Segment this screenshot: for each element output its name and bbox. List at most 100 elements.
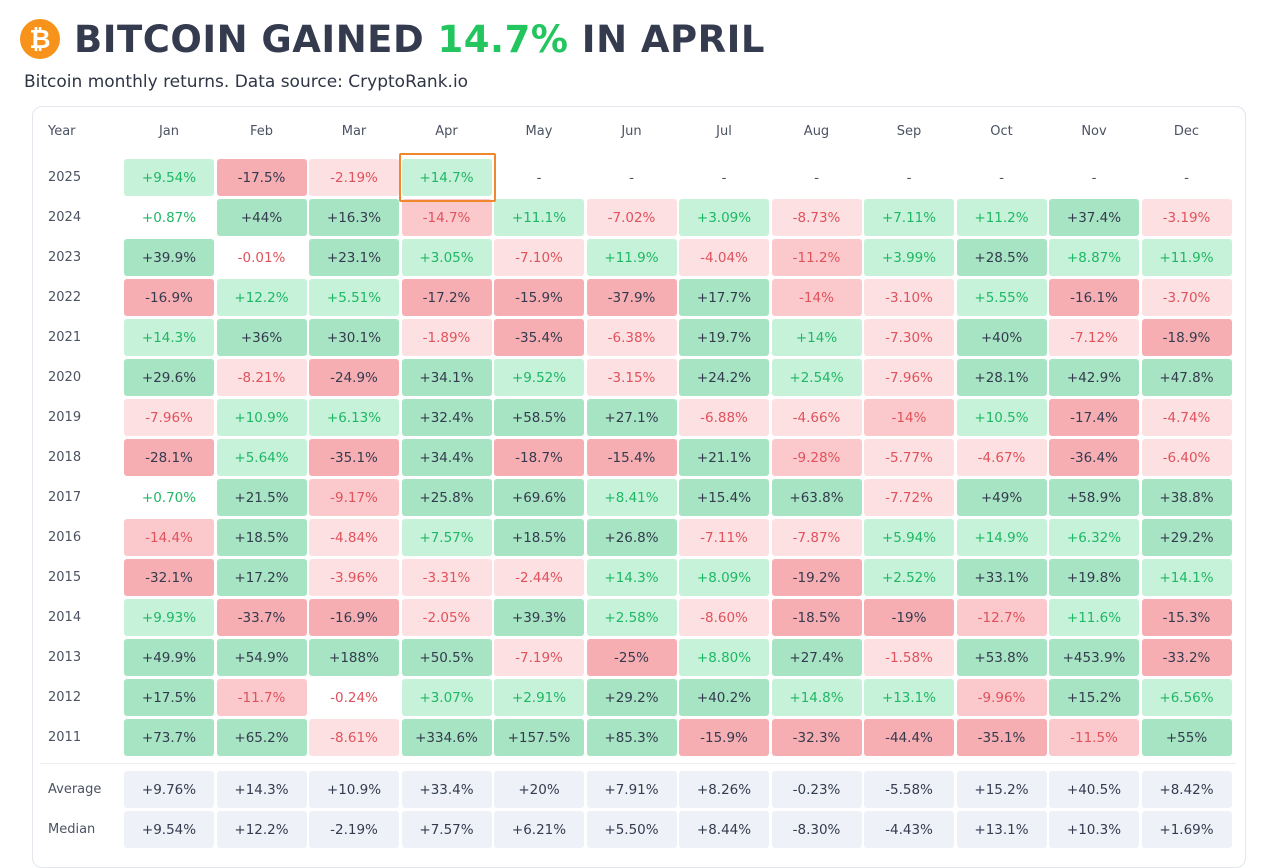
- year-label-2023: 2023: [48, 250, 82, 265]
- return-cell: +15.2%: [1049, 679, 1139, 716]
- return-cell: -: [629, 169, 634, 186]
- return-cell: +0.87%: [141, 209, 197, 226]
- return-cell: -14%: [771, 279, 862, 316]
- return-cell: -7.87%: [771, 519, 862, 556]
- return-cell: +14.3%: [586, 559, 677, 596]
- year-column-header: Year: [48, 124, 76, 139]
- year-label-2015: 2015: [48, 570, 82, 585]
- return-cell: -6.88%: [679, 399, 769, 436]
- return-cell: +39.3%: [494, 599, 584, 636]
- return-cell: +29.2%: [1141, 519, 1232, 556]
- return-cell: -25%: [586, 639, 677, 676]
- month-header-jul: Jul: [716, 124, 732, 139]
- title-after: IN APRIL: [568, 17, 766, 61]
- year-label-2021: 2021: [48, 330, 82, 345]
- return-cell: +27.1%: [586, 399, 677, 436]
- return-cell: -8.60%: [679, 599, 769, 636]
- return-cell: +34.1%: [401, 359, 492, 396]
- summary-cell: +33.4%: [401, 771, 492, 808]
- return-cell: -9.96%: [956, 679, 1047, 716]
- return-cell: -: [536, 169, 542, 186]
- return-cell: -33.7%: [216, 599, 307, 636]
- return-cell: -0.24%: [330, 689, 378, 706]
- return-cell: -4.04%: [679, 239, 769, 276]
- return-cell: -4.67%: [956, 439, 1047, 476]
- return-cell: -8.21%: [216, 359, 307, 396]
- return-cell: +7.11%: [864, 199, 954, 236]
- return-cell: -16.1%: [1049, 279, 1139, 316]
- return-cell: +30.1%: [309, 319, 399, 356]
- year-label-2017: 2017: [48, 490, 82, 505]
- return-cell: -44.4%: [864, 719, 954, 756]
- return-cell: -: [906, 169, 912, 186]
- return-cell: -4.74%: [1141, 399, 1232, 436]
- return-cell: +32.4%: [401, 399, 492, 436]
- return-cell: -2.19%: [309, 159, 399, 196]
- summary-cell: -5.58%: [864, 771, 954, 808]
- summary-cell: +7.91%: [586, 771, 677, 808]
- return-cell: +17.5%: [124, 679, 214, 716]
- return-cell: -6.40%: [1141, 439, 1232, 476]
- return-cell: -8.73%: [771, 199, 862, 236]
- return-cell: +29.2%: [586, 679, 677, 716]
- return-cell: +453.9%: [1049, 639, 1139, 676]
- return-cell: +53.8%: [956, 639, 1047, 676]
- year-label-2013: 2013: [48, 650, 82, 665]
- month-header-mar: Mar: [341, 124, 367, 139]
- return-cell: -11.5%: [1049, 719, 1139, 756]
- summary-cell: +14.3%: [216, 771, 307, 808]
- return-cell: +11.9%: [586, 239, 677, 276]
- return-cell: +5.64%: [216, 439, 307, 476]
- return-cell: +47.8%: [1141, 359, 1232, 396]
- summary-divider: [40, 763, 1236, 764]
- return-cell: +188%: [309, 639, 399, 676]
- return-cell: -3.19%: [1141, 199, 1232, 236]
- summary-cell: +12.2%: [216, 811, 307, 848]
- summary-cell: +9.54%: [124, 811, 214, 848]
- return-cell: -7.19%: [494, 639, 584, 676]
- return-cell: -7.10%: [494, 239, 584, 276]
- return-cell: +3.09%: [679, 199, 769, 236]
- summary-cell: +40.5%: [1049, 771, 1139, 808]
- return-cell: +17.2%: [216, 559, 307, 596]
- year-label-2018: 2018: [48, 450, 82, 465]
- return-cell: -16.9%: [124, 279, 214, 316]
- return-cell: +17.7%: [679, 279, 769, 316]
- return-cell: -18.7%: [494, 439, 584, 476]
- return-cell: +2.58%: [586, 599, 677, 636]
- return-cell: -4.66%: [771, 399, 862, 436]
- return-cell: +38.8%: [1141, 479, 1232, 516]
- return-cell: +49.9%: [124, 639, 214, 676]
- return-cell: -: [814, 169, 819, 186]
- return-cell: +14%: [771, 319, 862, 356]
- year-label-2011: 2011: [48, 730, 82, 745]
- return-cell: +49%: [956, 479, 1047, 516]
- return-cell: -12.7%: [956, 599, 1047, 636]
- return-cell: -5.77%: [864, 439, 954, 476]
- summary-cell: +8.42%: [1141, 771, 1232, 808]
- return-cell: +9.54%: [124, 159, 214, 196]
- return-cell: +14.3%: [124, 319, 214, 356]
- return-cell: +157.5%: [494, 719, 584, 756]
- header: ₿ BITCOIN GAINED 14.7% IN APRIL: [20, 16, 765, 62]
- return-cell: -15.4%: [586, 439, 677, 476]
- return-cell: +10.9%: [216, 399, 307, 436]
- return-cell: +58.5%: [494, 399, 584, 436]
- month-header-oct: Oct: [990, 124, 1013, 139]
- return-cell: +39.9%: [124, 239, 214, 276]
- return-cell: +2.54%: [771, 359, 862, 396]
- return-cell: -14.4%: [124, 519, 214, 556]
- return-cell: +44%: [216, 199, 307, 236]
- month-header-dec: Dec: [1173, 124, 1200, 139]
- bitcoin-logo-icon: ₿: [20, 19, 60, 59]
- return-cell: +10.5%: [956, 399, 1047, 436]
- return-cell: +0.70%: [141, 489, 197, 506]
- return-cell: +33.1%: [956, 559, 1047, 596]
- month-header-nov: Nov: [1081, 124, 1107, 139]
- return-cell: +40.2%: [679, 679, 769, 716]
- return-cell: +13.1%: [864, 679, 954, 716]
- summary-cell: +9.76%: [124, 771, 214, 808]
- month-header-feb: Feb: [249, 124, 274, 139]
- title-highlight: 14.7%: [437, 17, 569, 61]
- summary-cell: -8.30%: [771, 811, 862, 848]
